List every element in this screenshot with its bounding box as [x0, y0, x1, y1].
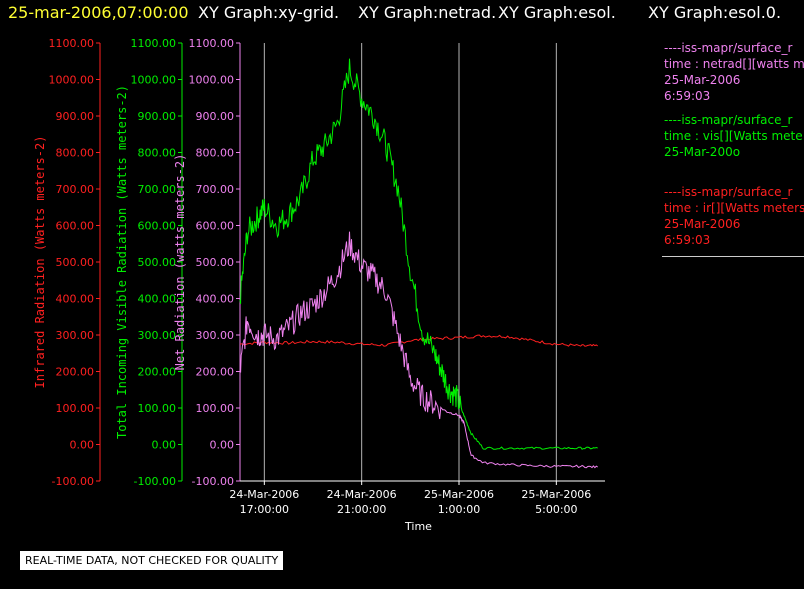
y-tick-label: 700.00: [196, 183, 235, 196]
x-tick-label-date: 24-Mar-2006: [327, 488, 397, 501]
y-tick-label: 900.00: [56, 110, 95, 123]
y-tick-label: 100.00: [56, 402, 95, 415]
y-tick-label: 1100.00: [131, 37, 177, 50]
x-tick-label-time: 1:00:00: [438, 503, 480, 516]
x-tick-label-date: 25-Mar-2006: [424, 488, 494, 501]
y-tick-label: 500.00: [138, 256, 177, 269]
y-tick-label: 800.00: [56, 147, 95, 160]
y-tick-label: 0.00: [70, 439, 95, 452]
y-tick-label: 900.00: [196, 110, 235, 123]
timestamp-label: 25-mar-2006,07:00:00: [8, 3, 189, 22]
legend-line: 6:59:03: [664, 233, 711, 247]
y-tick-label: 400.00: [138, 293, 177, 306]
y-tick-label: 1100.00: [49, 37, 95, 50]
legend-line: ----iss-mapr/surface_r: [664, 185, 793, 199]
y-tick-label: 200.00: [196, 366, 235, 379]
y-tick-label: 1000.00: [49, 74, 95, 87]
y-axis-label: Net Radiation (watts meters-2): [173, 154, 187, 371]
y-tick-label: -100.00: [52, 475, 94, 488]
y-tick-label: 800.00: [196, 147, 235, 160]
x-tick-label-date: 25-Mar-2006: [521, 488, 591, 501]
y-tick-label: 600.00: [138, 220, 177, 233]
y-tick-label: 1100.00: [189, 37, 235, 50]
y-tick-label: 0.00: [210, 439, 235, 452]
y-tick-label: 700.00: [138, 183, 177, 196]
x-axis-label: Time: [404, 520, 432, 533]
y-tick-label: 500.00: [196, 256, 235, 269]
legend-line: 6:59:03: [664, 89, 711, 103]
graph-label-netrad: XY Graph:netrad.: [358, 3, 497, 22]
y-axis-label: Infrared Radiation (Watts meters-2): [33, 136, 47, 389]
y-tick-label: 0.00: [152, 439, 177, 452]
y-tick-label: 600.00: [56, 220, 95, 233]
series-line-vis: [239, 58, 598, 450]
x-tick-label-time: 17:00:00: [240, 503, 289, 516]
y-tick-label: 300.00: [138, 329, 177, 342]
y-tick-label: -100.00: [134, 475, 176, 488]
graph-label-xy-grid: XY Graph:xy-grid.: [198, 3, 340, 22]
legend-line: 25-Mar-2006: [664, 217, 741, 231]
x-tick-label-time: 5:00:00: [535, 503, 577, 516]
y-tick-label: 300.00: [196, 329, 235, 342]
y-tick-label: 300.00: [56, 329, 95, 342]
y-tick-label: -100.00: [192, 475, 234, 488]
y-tick-label: 500.00: [56, 256, 95, 269]
y-tick-label: 100.00: [138, 402, 177, 415]
legend-line: ----iss-mapr/surface_r: [664, 41, 793, 55]
y-tick-label: 800.00: [138, 147, 177, 160]
y-tick-label: 100.00: [196, 402, 235, 415]
y-tick-label: 1000.00: [189, 74, 235, 87]
legend-line: ----iss-mapr/surface_r: [664, 113, 793, 127]
y-tick-label: 200.00: [138, 366, 177, 379]
y-tick-label: 600.00: [196, 220, 235, 233]
x-tick-label-date: 24-Mar-2006: [229, 488, 299, 501]
quality-notice: REAL-TIME DATA, NOT CHECKED FOR QUALITY: [20, 551, 284, 570]
y-tick-label: 900.00: [138, 110, 177, 123]
x-tick-label-time: 21:00:00: [337, 503, 386, 516]
title-bar: 25-mar-2006,07:00:00 XY Graph:xy-grid. X…: [0, 0, 804, 28]
y-tick-label: 400.00: [56, 293, 95, 306]
legend-line: time : netrad[][watts m: [664, 57, 804, 71]
legend-divider: [662, 256, 804, 257]
series-line-netrad: [239, 231, 598, 469]
y-axis-label: Total Incoming Visible Radiation (Watts …: [115, 85, 129, 439]
legend-line: 25-Mar-200o: [664, 145, 741, 159]
y-tick-label: 700.00: [56, 183, 95, 196]
legend-line: time : vis[][Watts mete: [664, 129, 803, 143]
legend-line: time : ir[][Watts meters: [664, 201, 804, 215]
series-line-ir: [239, 334, 598, 347]
legend-line: 25-Mar-2006: [664, 73, 741, 87]
y-tick-label: 1000.00: [131, 74, 177, 87]
graph-label-esol-0: XY Graph:esol.0.: [648, 3, 782, 22]
y-tick-label: 400.00: [196, 293, 235, 306]
graph-label-esol: XY Graph:esol.: [498, 3, 616, 22]
y-tick-label: 200.00: [56, 366, 95, 379]
